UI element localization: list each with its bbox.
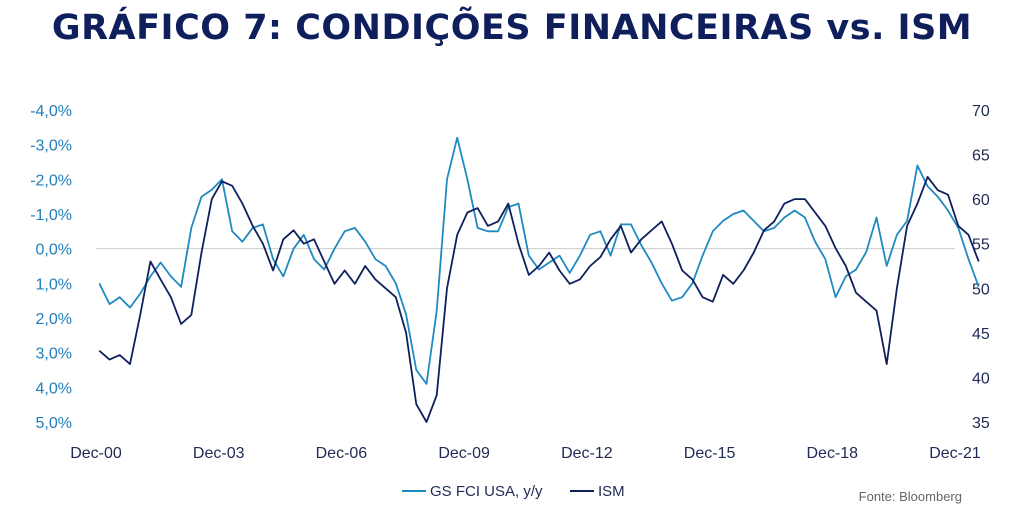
x-tick-label: Dec-21 <box>929 445 981 462</box>
series-line-gs-fci <box>98 136 980 385</box>
right-tick-label: 50 <box>972 281 990 298</box>
right-axis: 70 65 60 55 50 45 40 35 <box>972 103 990 432</box>
legend: GS FCI USA, y/y ISM <box>402 483 625 500</box>
x-tick-label: Dec-06 <box>316 445 368 462</box>
x-axis: Dec-00 Dec-03 Dec-06 Dec-09 Dec-12 Dec-15 Dec-… <box>70 445 981 462</box>
left-tick-label: 4,0% <box>36 380 72 397</box>
x-tick-label: Dec-09 <box>438 445 490 462</box>
left-tick-label: -4,0% <box>30 103 72 120</box>
series-line-ism <box>98 175 980 423</box>
left-tick-label: 3,0% <box>36 346 72 363</box>
source-note: Fonte: Bloomberg <box>858 489 962 504</box>
left-tick-label: -1,0% <box>30 207 72 224</box>
x-tick-label: Dec-00 <box>70 445 122 462</box>
x-tick-label: Dec-12 <box>561 445 613 462</box>
left-tick-label: -2,0% <box>30 172 72 189</box>
x-tick-label: Dec-15 <box>684 445 736 462</box>
right-tick-label: 40 <box>972 370 990 387</box>
x-tick-label: Dec-18 <box>806 445 858 462</box>
left-tick-label: 1,0% <box>36 276 72 293</box>
x-tick-label: Dec-03 <box>193 445 245 462</box>
left-axis: -4,0% -3,0% -2,0% -1,0% 0,0% 1,0% 2,0% 3,0% 4,0%… <box>30 103 72 432</box>
left-tick-label: 0,0% <box>36 242 72 259</box>
right-tick-label: 65 <box>972 148 990 165</box>
series-layer <box>98 136 980 423</box>
left-tick-label: -3,0% <box>30 138 72 155</box>
left-tick-label: 2,0% <box>36 311 72 328</box>
legend-label-ism: ISM <box>598 483 625 500</box>
right-tick-label: 45 <box>972 326 990 343</box>
right-tick-label: 70 <box>972 103 990 120</box>
left-tick-label: 5,0% <box>36 415 72 432</box>
right-tick-label: 35 <box>972 415 990 432</box>
chart-title: GRÁFICO 7: CONDIÇÕES FINANCEIRAS vs. ISM <box>51 8 973 48</box>
right-tick-label: 60 <box>972 192 990 209</box>
right-tick-label: 55 <box>972 237 990 254</box>
legend-label-fci: GS FCI USA, y/y <box>430 483 543 500</box>
